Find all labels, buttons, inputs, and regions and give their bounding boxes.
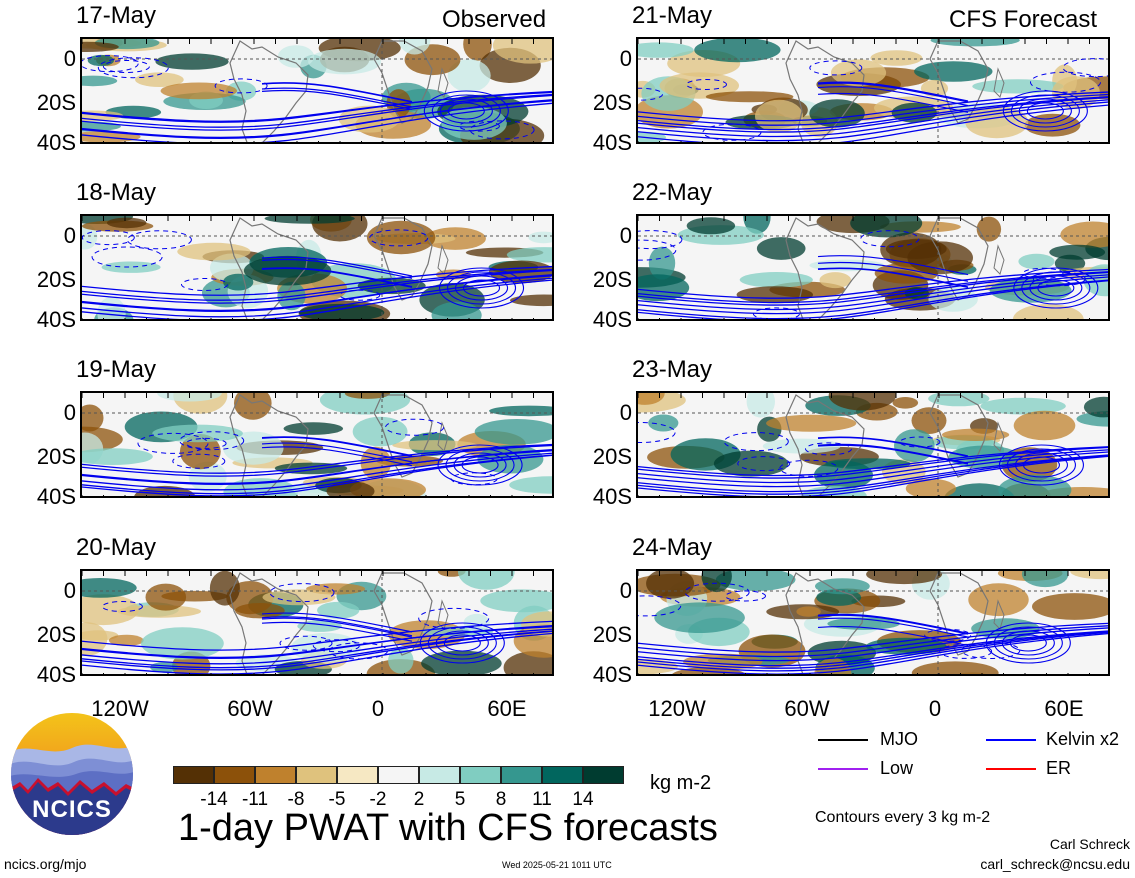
colorbar-label: 5 (454, 789, 466, 810)
colorbar-swatch (173, 766, 214, 784)
colorbar-label: -8 (287, 789, 305, 810)
logo-text: NCICS (32, 796, 112, 823)
colorbar-swatch (419, 766, 460, 784)
colorbar-label: 14 (572, 789, 594, 810)
legend-er-line (986, 768, 1036, 770)
forecast-header: CFS Forecast (949, 6, 1098, 33)
colorbar-label: 8 (495, 789, 507, 810)
panel-date: 22-May (632, 179, 713, 206)
colorbar-swatch (542, 766, 583, 784)
panel-date: 21-May (632, 2, 713, 29)
y-tick-label: 20S (36, 622, 76, 647)
y-tick-label: 0 (63, 223, 76, 248)
y-tick-label: 20S (36, 90, 76, 115)
panel-date: 18-May (76, 179, 157, 206)
y-tick-label: 20S (592, 267, 632, 292)
colorbar-swatch (501, 766, 542, 784)
map-panel (636, 391, 1110, 498)
map-panel (80, 569, 554, 676)
y-tick-label: 40S (592, 130, 632, 155)
colorbar-label: -5 (328, 789, 346, 810)
panel-date: 24-May (632, 534, 713, 561)
y-tick-label: 20S (36, 444, 76, 469)
y-tick-label: 40S (36, 484, 76, 509)
map-panel (636, 569, 1110, 676)
colorbar-label: -11 (241, 789, 269, 810)
colorbar-swatch (460, 766, 501, 784)
map-panel (636, 214, 1110, 321)
y-tick-label: 0 (619, 400, 632, 425)
colorbar-swatch (214, 766, 255, 784)
x-tick-label: 60W (784, 696, 830, 721)
y-tick-label: 40S (36, 130, 76, 155)
ncics-logo-icon (11, 713, 133, 835)
legend-mjo-label: MJO (880, 729, 918, 749)
ncics-logo: NCICS (10, 712, 134, 836)
legend-low-line (818, 768, 868, 770)
y-tick-label: 40S (592, 662, 632, 687)
legend-kelvin-line (986, 739, 1036, 741)
colorbar-swatch (337, 766, 378, 784)
y-tick-label: 20S (36, 267, 76, 292)
y-tick-label: 0 (63, 400, 76, 425)
panel-date: 17-May (76, 2, 157, 29)
y-tick-label: 40S (36, 307, 76, 332)
legend-kelvin-label: Kelvin x2 (1046, 729, 1120, 749)
y-tick-label: 40S (592, 307, 632, 332)
y-tick-label: 20S (592, 622, 632, 647)
y-tick-label: 0 (63, 46, 76, 71)
colorbar-label: 11 (532, 789, 552, 810)
colorbar-swatch (255, 766, 296, 784)
legend-mjo-line (818, 739, 868, 741)
footer-author: Carl Schreck (1049, 836, 1130, 852)
y-tick-label: 20S (592, 444, 632, 469)
colorbar-units: kg m-2 (650, 772, 712, 794)
colorbar-label: -2 (369, 789, 387, 810)
x-tick-label: 60W (227, 696, 273, 721)
y-tick-label: 0 (619, 46, 632, 71)
colorbar-swatch (378, 766, 419, 784)
y-tick-label: 40S (592, 484, 632, 509)
map-panel (636, 37, 1110, 144)
colorbar-swatch (296, 766, 337, 784)
y-tick-label: 0 (619, 223, 632, 248)
x-tick-label: 60E (487, 696, 527, 721)
x-tick-label: 60E (1044, 696, 1084, 721)
y-tick-label: 0 (63, 578, 76, 603)
map-panel (80, 214, 554, 321)
x-tick-label: 0 (928, 696, 942, 721)
contour-note: Contours every 3 kg m-2 (815, 809, 991, 826)
x-tick-label: 120W (648, 696, 706, 721)
x-tick-label: 120W (91, 696, 149, 721)
x-tick-label: 0 (371, 696, 385, 721)
panel-date: 19-May (76, 356, 157, 383)
footer-timestamp: Wed 2025-05-21 1011 UTC (502, 860, 612, 870)
map-panel (80, 37, 554, 144)
footer-email: carl_schreck@ncsu.edu (980, 856, 1130, 872)
observed-header: Observed (442, 6, 547, 33)
legend-er-label: ER (1046, 758, 1072, 778)
footer-site: ncics.org/mjo (4, 856, 87, 872)
map-panel (80, 391, 554, 498)
legend-low-label: Low (880, 758, 914, 778)
colorbar-swatch (583, 766, 624, 784)
figure-title: 1-day PWAT with CFS forecasts (178, 807, 718, 849)
panel-date: 23-May (632, 356, 713, 383)
colorbar-label: -14 (200, 789, 228, 810)
y-tick-label: 40S (36, 662, 76, 687)
colorbar-label: 2 (413, 789, 425, 810)
y-tick-label: 0 (619, 578, 632, 603)
y-tick-label: 20S (592, 90, 632, 115)
panel-date: 20-May (76, 534, 157, 561)
